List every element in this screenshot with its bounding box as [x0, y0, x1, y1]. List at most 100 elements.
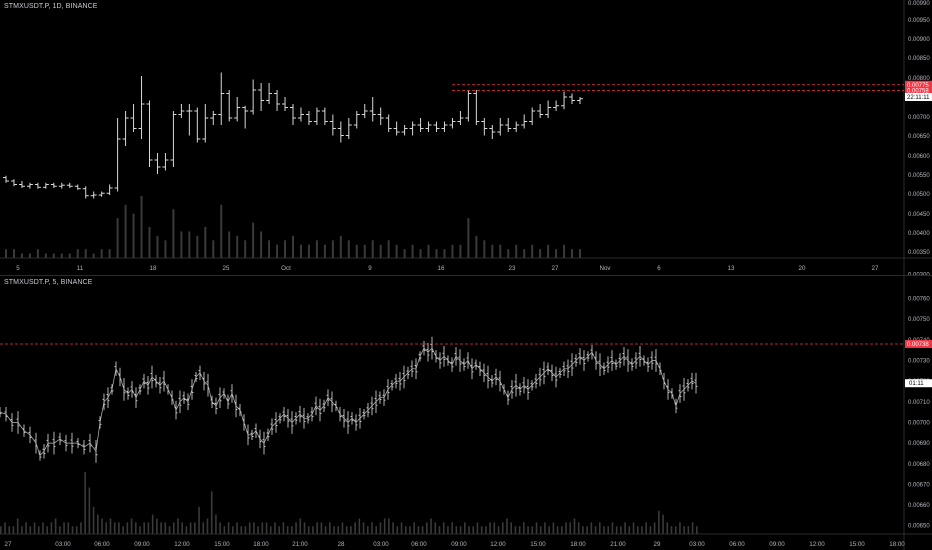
five-min-volume-bar: [316, 522, 318, 534]
daily-ohlc-bar: [138, 76, 145, 139]
five-min-volume-bar: [42, 522, 44, 534]
five-min-volume-bar: [392, 522, 394, 534]
daily-volume-bar: [36, 249, 39, 258]
five-min-volume-bar: [472, 526, 475, 534]
daily-ohlc-bar: [345, 118, 352, 139]
daily-ohlc-bar: [441, 121, 448, 132]
daily-chart-pane[interactable]: 0.00990 0.00950 0.00900 0.00850 0.00800 0.007…: [0, 0, 932, 275]
daily-volume-bar: [204, 227, 207, 258]
daily-ohlc-bar: [10, 179, 17, 187]
daily-x-tick-label: 6: [657, 265, 661, 272]
five-min-y-tick-label: 0.00710: [908, 400, 930, 406]
five-min-volume-bar: [434, 522, 437, 534]
five-min-volume-bar: [164, 522, 167, 534]
five-min-volume-bar: [590, 522, 593, 534]
five-min-volume-bar: [282, 522, 285, 534]
five-min-volume-bar: [417, 526, 420, 534]
daily-volume-bar: [459, 244, 462, 258]
five-minute-chart-title: STMXUSDT.P, 5, BINANCE: [4, 279, 93, 286]
daily-volume-bar: [196, 235, 199, 258]
five-min-x-tick-label: 18:00: [253, 541, 269, 548]
five-min-ohlc-bar: [0, 406, 2, 418]
five-min-volume-bar: [459, 526, 462, 534]
daily-ohlc-bar: [290, 104, 296, 125]
five-min-x-tick-label: 29: [654, 541, 661, 548]
five-min-volume-bar: [691, 522, 694, 534]
five-min-volume-bar: [696, 526, 698, 534]
daily-ohlc-bar: [481, 118, 488, 136]
five-min-volume-bar: [388, 518, 390, 534]
five-min-volume-bar: [265, 522, 268, 534]
daily-volume-bar: [563, 244, 566, 258]
daily-ohlc-bar: [90, 191, 97, 199]
five-min-volume-bar: [151, 514, 154, 534]
five-min-volume-bar: [426, 522, 428, 534]
five-minute-chart[interactable]: 0.007600.007500.007400.007300.007200.007…: [0, 276, 932, 550]
daily-ohlc-bar: [457, 111, 464, 125]
five-min-y-tick-label: 0.00660: [908, 503, 930, 509]
daily-ohlc-bar: [3, 175, 9, 183]
five-min-volume-bar: [206, 518, 209, 534]
daily-volume-bar: [52, 253, 55, 258]
five-min-countdown-tag: [905, 379, 932, 388]
five-min-volume-bar: [253, 522, 255, 534]
daily-ohlc-bar: [537, 104, 544, 118]
five-min-volume-bar: [548, 526, 550, 534]
daily-ohlc-bar: [545, 100, 552, 118]
five-min-volume-bar: [430, 518, 432, 534]
five-min-volume-bar: [181, 522, 183, 534]
five-min-volume-bar: [261, 522, 264, 534]
five-min-volume-bar: [687, 526, 690, 534]
daily-y-tick-label: 0.00990: [908, 1, 930, 7]
five-min-volume-bar: [329, 522, 331, 534]
daily-volume-bar: [276, 244, 279, 258]
daily-volume-bar: [68, 253, 71, 258]
five-min-volume-bar: [278, 526, 280, 534]
daily-volume-bar: [148, 227, 151, 258]
five-min-volume-bar: [354, 522, 356, 534]
daily-volume-bar: [499, 244, 502, 258]
daily-ohlc-bar: [210, 111, 217, 125]
five-min-volume-bar: [632, 522, 635, 534]
daily-x-tick-label: 18: [150, 265, 157, 272]
daily-volume-bar: [92, 253, 95, 258]
daily-volume-bar: [228, 231, 231, 258]
five-min-volume-bar: [59, 526, 61, 534]
five-min-volume-bar: [21, 526, 23, 534]
daily-volume-bar: [108, 249, 111, 258]
daily-volume-bar: [84, 249, 87, 258]
daily-chart[interactable]: 0.009900.009500.009000.008500.008000.007…: [0, 0, 932, 275]
daily-ohlc-bar: [266, 83, 273, 104]
daily-volume-bar: [299, 244, 302, 258]
daily-ohlc-bar: [529, 107, 536, 125]
daily-volume-bar: [20, 253, 23, 258]
five-min-volume-bar: [210, 491, 213, 534]
five-min-volume-bar: [303, 522, 306, 534]
daily-volume-bar: [339, 235, 342, 258]
five-min-volume-bar: [468, 526, 470, 534]
five-min-volume-bar: [409, 526, 411, 534]
daily-volume-bar: [491, 244, 494, 258]
daily-ohlc-bar: [513, 121, 520, 132]
daily-ohlc-bar: [465, 90, 472, 122]
five-min-volume-bar: [476, 522, 479, 534]
daily-ohlc-bar: [553, 100, 560, 111]
daily-volume-bar: [347, 240, 350, 258]
five-min-volume-bar: [67, 522, 70, 534]
five-min-volume-bar: [257, 526, 259, 534]
five-min-volume-bar: [80, 522, 82, 534]
daily-ohlc-bar: [425, 121, 432, 132]
five-minute-chart-pane[interactable]: 0.007600.007500.007400.007300.007200.007…: [0, 276, 932, 550]
five-min-volume-bar: [198, 506, 200, 534]
daily-ohlc-bar: [18, 181, 25, 188]
daily-x-tick-label: 27: [552, 265, 559, 272]
five-min-volume-bar: [527, 526, 529, 534]
five-min-volume-bar: [122, 526, 124, 534]
five-min-x-tick-label: 06:00: [94, 541, 110, 548]
five-min-volume-bar: [552, 522, 555, 534]
five-min-volume-bar: [156, 518, 158, 534]
five-min-volume-bar: [683, 526, 685, 534]
daily-x-tick-label: 25: [223, 265, 230, 272]
five-min-volume-bar: [202, 522, 205, 534]
pane-divider[interactable]: [0, 275, 932, 276]
